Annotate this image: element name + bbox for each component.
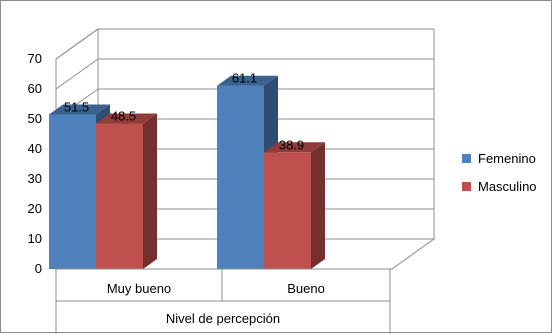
- legend-swatch: [462, 182, 471, 191]
- y-tick-label: 0: [35, 261, 42, 276]
- bar: [264, 152, 311, 269]
- y-tick-label: 50: [28, 111, 42, 126]
- y-axis-ticks: 0 10 20 30 40 50 60 70: [28, 51, 42, 276]
- legend-label: Masculino: [478, 179, 537, 194]
- y-tick-label: 70: [28, 51, 42, 66]
- bar-top: [96, 113, 157, 124]
- x-tick-label: Muy bueno: [107, 281, 171, 296]
- bar-side: [143, 113, 157, 269]
- x-tick-label: Bueno: [287, 281, 325, 296]
- data-label: 61.1: [232, 71, 257, 86]
- bar: [49, 114, 96, 269]
- bar: [96, 123, 143, 269]
- y-tick-label: 30: [28, 171, 42, 186]
- value-labels: 51.5 48.5 61.1 38.9: [64, 71, 304, 153]
- data-label: 51.5: [64, 100, 89, 115]
- y-tick-label: 40: [28, 141, 42, 156]
- data-label: 48.5: [111, 109, 136, 124]
- bar-top: [264, 142, 325, 153]
- legend: Femenino Masculino: [462, 151, 537, 194]
- y-tick-label: 20: [28, 201, 42, 216]
- legend-swatch: [462, 154, 471, 163]
- bar-side: [311, 142, 325, 269]
- x-axis: Muy bueno Bueno Nivel de percepción: [55, 268, 391, 334]
- y-tick-label: 60: [28, 81, 42, 96]
- data-label: 38.9: [279, 137, 304, 152]
- legend-label: Femenino: [478, 151, 536, 166]
- x-axis-title: Nivel de percepción: [166, 311, 280, 326]
- bar-top: [217, 75, 278, 86]
- bar-top: [49, 104, 110, 115]
- bar: [217, 85, 264, 269]
- gridline-side: [55, 58, 99, 90]
- bars: [49, 75, 325, 269]
- y-tick-label: 10: [28, 231, 42, 246]
